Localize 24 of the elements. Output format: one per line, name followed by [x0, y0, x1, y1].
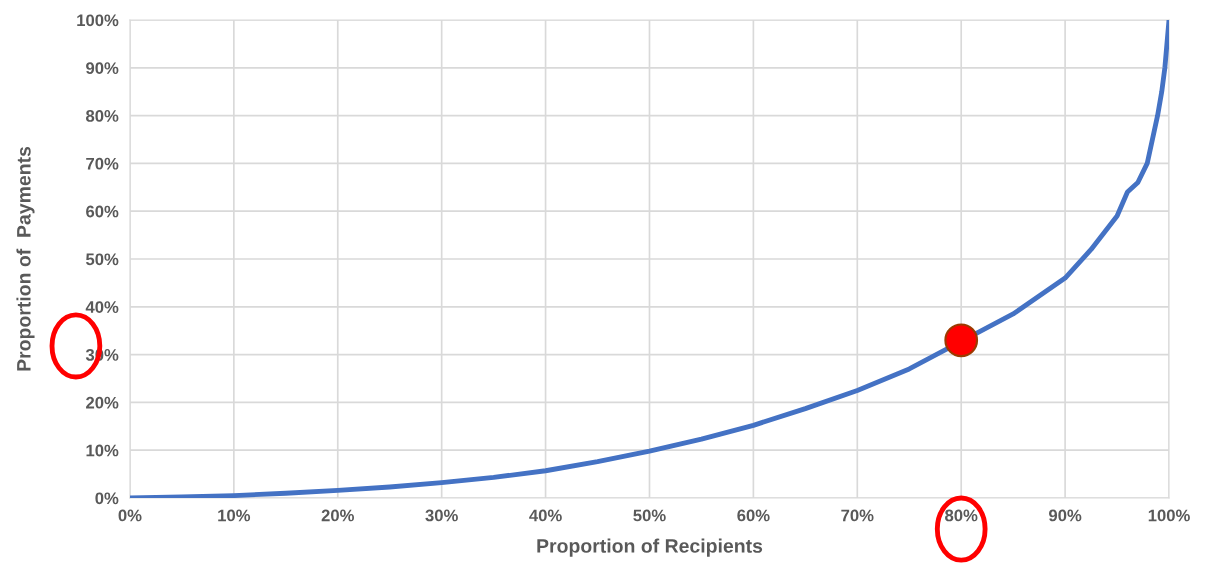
x-tick-label: 100%	[1148, 509, 1190, 522]
y-tick-label: 0%	[95, 492, 119, 505]
y-tick-label: 80%	[86, 110, 119, 122]
y-tick-label: 100%	[77, 14, 119, 27]
y-tick-label: 40%	[85, 301, 119, 313]
x-tick-label: 0%	[118, 509, 142, 522]
x-tick-label: 60%	[737, 509, 770, 522]
y-tick-label: 70%	[86, 157, 119, 170]
x-tick-label: 80%	[945, 509, 978, 522]
y-tick-label: 20%	[86, 396, 119, 409]
x-tick-label: 10%	[218, 509, 251, 522]
x-tick-label: 40%	[529, 509, 562, 522]
y-axis-title: Proportion of Payments	[16, 146, 35, 371]
x-axis-title: Proportion of Recipients	[537, 538, 763, 557]
y-tick-label: 90%	[86, 62, 119, 75]
x-tick-label: 20%	[321, 509, 354, 522]
x-tick-label: 30%	[425, 509, 458, 522]
x-tick-label: 70%	[841, 509, 874, 522]
line-series	[129, 20, 1170, 498]
x-tick-label: 50%	[633, 509, 666, 522]
x-tick-label: 90%	[1049, 509, 1082, 522]
y-tick-label: 10%	[86, 444, 119, 457]
y-tick-label: 50%	[85, 253, 119, 266]
y-tick-label: 60%	[86, 205, 119, 218]
